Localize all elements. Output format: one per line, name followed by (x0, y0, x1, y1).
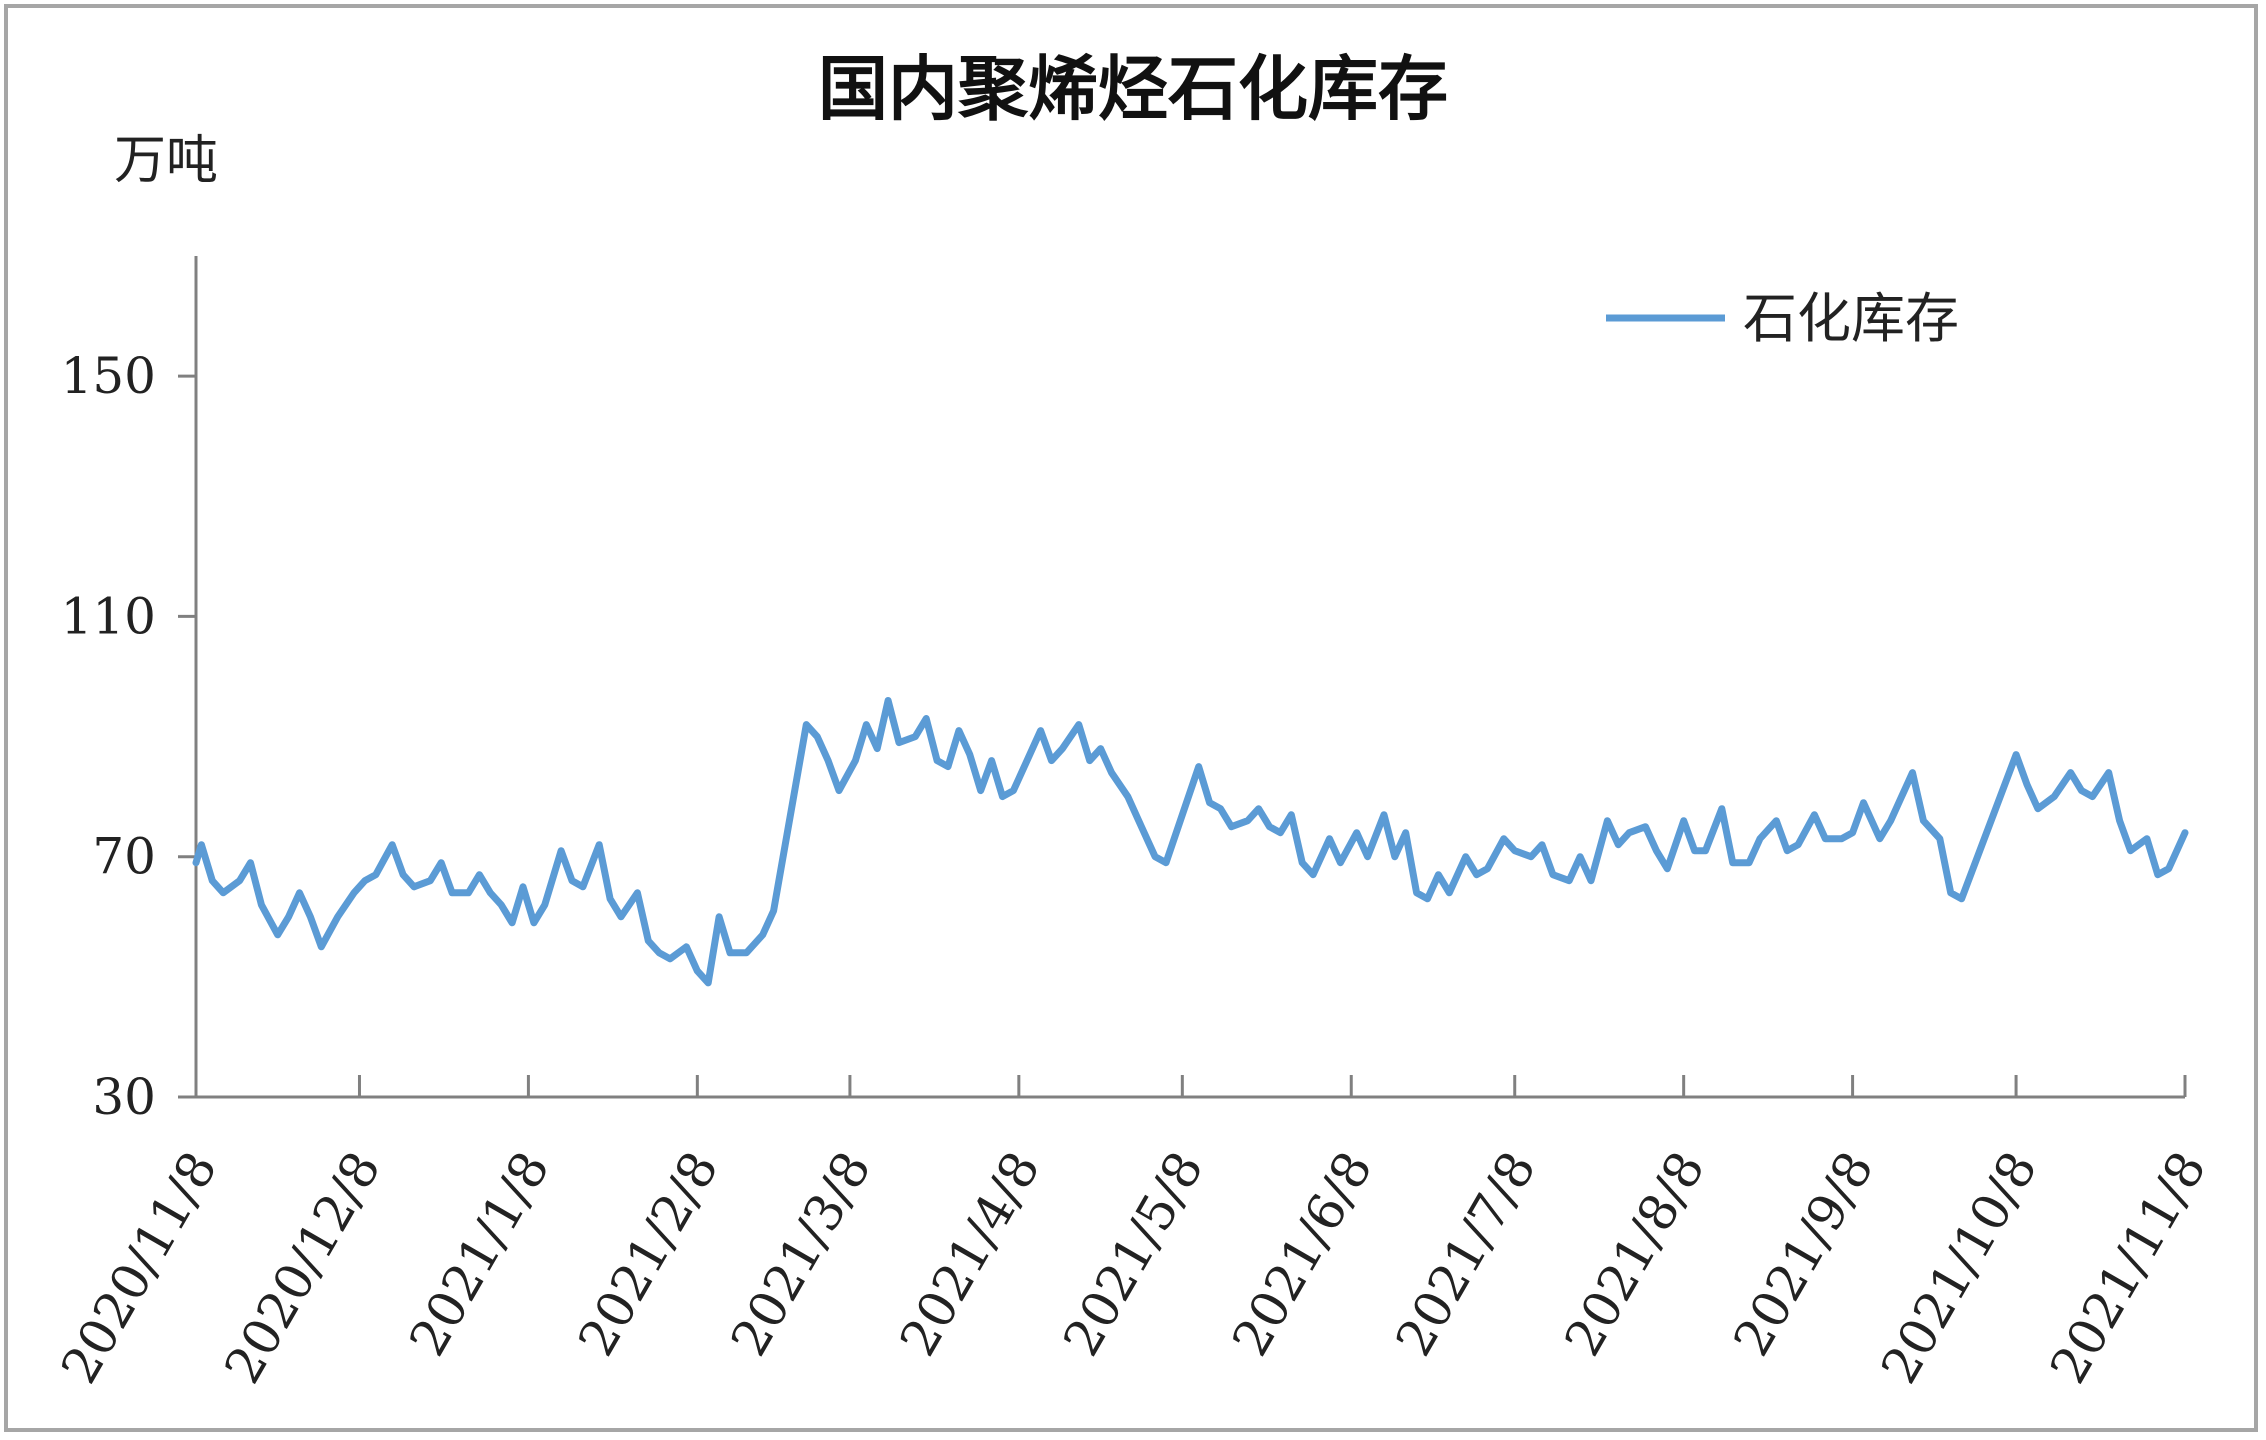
x-tick-label: 2021/11/8 (2039, 1142, 2217, 1393)
y-tick-label: 70 (92, 828, 156, 886)
x-tick-label: 2021/10/8 (1870, 1142, 2048, 1393)
chart-title: 国内聚烯烃石化库存 (818, 48, 1448, 130)
x-tick-label: 2020/11/8 (50, 1142, 228, 1393)
x-tick-label: 2021/2/8 (567, 1142, 730, 1365)
y-tick-label: 30 (92, 1068, 156, 1126)
x-tick-label: 2021/5/8 (1052, 1142, 1215, 1365)
y-tick-label: 150 (61, 347, 156, 405)
chart-frame (4, 4, 2258, 1432)
x-tick-label: 2021/8/8 (1554, 1142, 1717, 1365)
x-tick-label: 2021/9/8 (1722, 1142, 1885, 1365)
series-line-shihua-kucun (192, 697, 2189, 987)
y-tick-label: 110 (61, 587, 156, 645)
x-tick-label: 2021/4/8 (889, 1142, 1052, 1365)
legend-label: 石化库存 (1743, 287, 1959, 350)
x-tick-label: 2020/12/8 (213, 1142, 391, 1393)
x-tick-label: 2021/1/8 (398, 1142, 561, 1365)
y-axis-unit: 万吨 (114, 131, 218, 191)
x-tick-label: 2021/6/8 (1221, 1142, 1384, 1365)
legend: 石化库存 (1606, 287, 1959, 350)
y-axis-ticks: 30 70 110 150 (61, 347, 196, 1126)
x-tick-label: 2021/3/8 (720, 1142, 883, 1365)
x-tick-label: 2021/7/8 (1385, 1142, 1548, 1365)
